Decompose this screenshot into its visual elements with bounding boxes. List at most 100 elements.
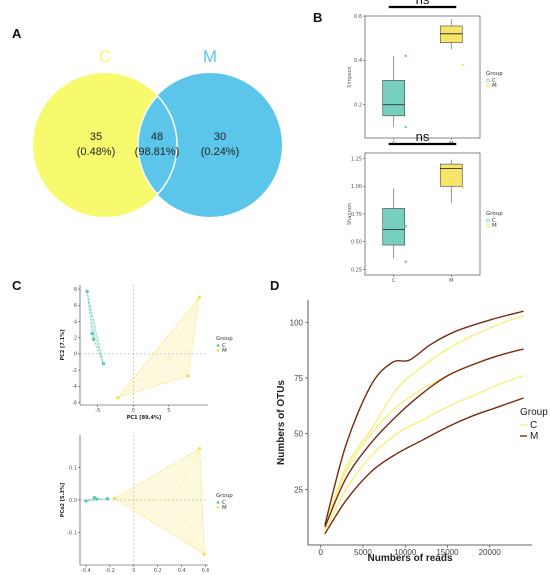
panel-letter-b: B (313, 10, 322, 25)
point-M (186, 374, 190, 378)
legend-label: C (222, 343, 226, 349)
x-tick-label: 10000 (394, 548, 417, 557)
y-axis-label: PCo2 [5.3%] (60, 483, 66, 517)
group-hull-C (86, 291, 104, 364)
y-tick-label: 0.4 (354, 58, 362, 64)
box-M (439, 163, 463, 187)
legend-label: M (222, 348, 227, 354)
curve-C-1 (324, 348, 524, 528)
x-tick-label: M (449, 278, 453, 284)
y-tick-label: 8 (74, 287, 77, 293)
x-tick-label: 0.2 (154, 568, 162, 574)
y-tick-label: -6 (72, 400, 77, 406)
venn-diagram: C M 35 (0.48%) 48 (98.81%) 30 (0.24%) (33, 47, 282, 217)
rarefaction-curves: 0 5000 10000 15000 20000 25 50 75 100 Numbers of … (276, 300, 548, 564)
x-axis-label: PC1 [89.4%] (127, 415, 161, 421)
point-C (95, 497, 99, 501)
legend-title: Group (216, 336, 233, 342)
centroid-spoke (168, 297, 200, 358)
legend-key-C (216, 344, 220, 347)
point-C (91, 337, 96, 342)
x-tick-label: 20000 (479, 548, 502, 557)
x-tick-label: 0 (132, 408, 135, 414)
legend-title: Group (486, 71, 503, 77)
x-tick-label: 0 (132, 568, 135, 574)
jitter-point (462, 63, 465, 66)
venn-count-shared: 48 (151, 131, 163, 143)
y-tick-label: 25 (294, 485, 303, 494)
y-tick-label: 100 (290, 318, 304, 327)
box-C (382, 208, 406, 246)
y-tick-label: 1.00 (351, 184, 362, 190)
legend-label: C (492, 78, 496, 84)
point-C (85, 289, 89, 294)
point-M (197, 295, 202, 299)
x-tick-label: 0.4 (178, 568, 186, 574)
x-tick-label: -5 (95, 408, 100, 414)
venn-circle-c (33, 73, 177, 217)
legend-key-C (486, 218, 490, 223)
y-axis-label: Shannon (347, 203, 353, 225)
legend-title: Group (486, 211, 503, 217)
jitter-point (462, 186, 465, 189)
y-tick-label: 6 (74, 303, 77, 309)
venn-percent-m-only: (0.24%) (201, 146, 240, 158)
panel-letter-d: D (270, 278, 279, 293)
legend-key-C (486, 78, 490, 83)
y-tick-label: 0 (74, 352, 77, 358)
centroid-spoke (117, 356, 169, 398)
venn-percent-c-only: (0.48%) (77, 146, 116, 158)
legend-title: Group (216, 493, 233, 499)
venn-circle-m (138, 73, 282, 217)
legend-label: M (492, 223, 497, 229)
legend-title: Group (520, 407, 548, 418)
curve-C-2 (324, 375, 524, 532)
y-axis-label: Simpson (347, 66, 353, 87)
point-M (115, 396, 120, 400)
y-tick-label: 0.50 (351, 240, 362, 246)
legend-label: C (222, 500, 226, 506)
curve-M-4 (324, 348, 524, 528)
centroid-spoke (86, 291, 95, 333)
y-tick-label: 2 (74, 336, 77, 342)
pca-scatter: -5 0 5 -6 -4 -2 0 2 4 6 8 PC1 [89.4%] PC2 [7.1%] Grou… (60, 285, 233, 421)
point-C (84, 499, 88, 503)
legend-key-M (486, 223, 490, 228)
y-tick-label: 0.6 (354, 14, 362, 20)
y-tick-label: 0.75 (351, 212, 362, 218)
simpson-boxplot: 0.20.40.6CMSimpsonnsGroupCM (347, 0, 503, 147)
jitter-point (404, 54, 407, 58)
y-tick-label: 0.2 (354, 103, 362, 109)
plot-frame (364, 15, 481, 139)
legend-key-M (216, 506, 220, 509)
point-M (202, 552, 207, 556)
centroid-spoke (93, 331, 104, 364)
x-tick-label: 5 (167, 408, 170, 414)
legend-label: C (530, 420, 537, 431)
venn-count-c-only: 35 (90, 131, 102, 143)
centroid-spoke (114, 498, 173, 501)
x-tick-label: -0.2 (105, 568, 115, 574)
y-tick-label: 0.25 (351, 267, 362, 273)
point-C (101, 361, 106, 366)
panel-letter-a: A (12, 26, 22, 41)
y-tick-label: 4 (74, 319, 77, 325)
centroid-spoke (172, 500, 205, 555)
legend-key-M (486, 83, 490, 88)
plot-frame (364, 152, 481, 276)
group-hull-M (114, 448, 205, 555)
centroid-spoke (172, 448, 200, 501)
venn-percent-shared: (98.81%) (135, 146, 180, 158)
y-tick-label: 0.0 (69, 498, 77, 504)
legend-label: M (530, 431, 538, 442)
y-tick-label: 75 (294, 374, 303, 383)
jitter-point (404, 225, 407, 228)
y-tick-label: -2 (72, 368, 77, 374)
legend-key-C (216, 501, 220, 504)
curve-C-0 (324, 314, 524, 528)
venn-overlap (137, 94, 178, 196)
legend-key-M (216, 349, 220, 352)
point-C (105, 497, 110, 501)
